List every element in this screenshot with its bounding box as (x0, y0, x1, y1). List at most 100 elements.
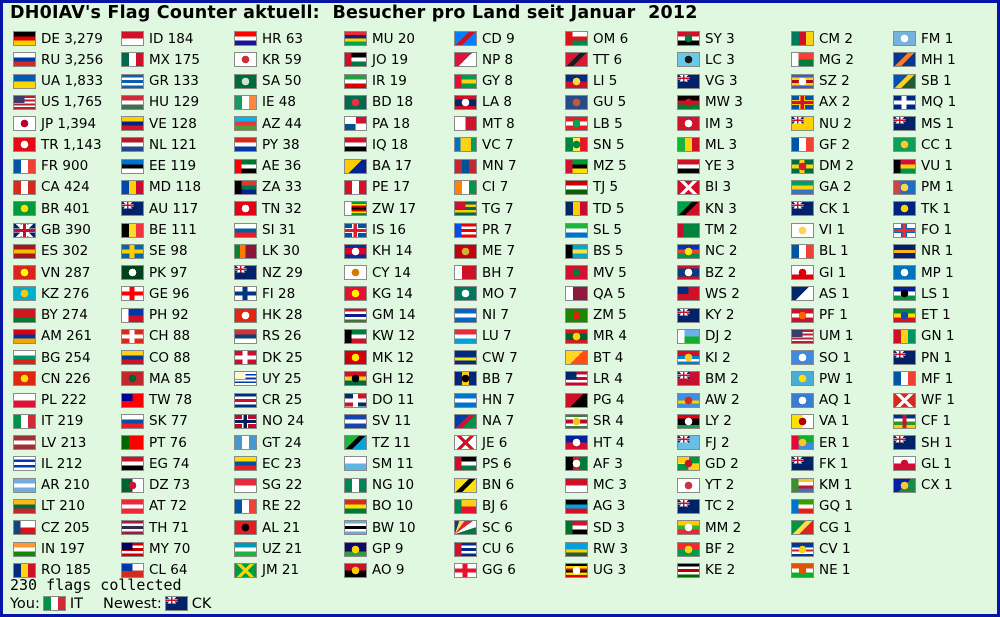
flag-entry-label: CO 88 (149, 349, 191, 366)
es-flag-icon (13, 243, 36, 259)
flag-entry-sk: SK 77 (121, 411, 201, 432)
flag-entry-label: RS 26 (262, 328, 302, 345)
flag-entry-bb: BB 7 (454, 368, 518, 389)
wf-flag-icon (893, 392, 916, 408)
flag-entry-bj: BJ 6 (454, 496, 518, 517)
flag-entry-label: PN 1 (921, 349, 953, 366)
flag-entry-bn: BN 6 (454, 475, 518, 496)
flag-column-8: CM 2 MG 2 SZ 2 AX 2 NU 2 GF 2 DM 2 GA 2 CK 1 VI 1… (791, 28, 854, 581)
flag-entry-ba: BA 17 (344, 156, 416, 177)
flag-entry-wf: WF 1 (893, 390, 956, 411)
flag-entry-label: EE 119 (149, 158, 197, 175)
flag-entry-label: KN 3 (705, 200, 737, 217)
flag-entry-ky: KY 2 (677, 304, 743, 325)
aw-flag-icon (677, 392, 700, 408)
flag-entry-im: IM 3 (677, 113, 743, 134)
flag-entry-label: FO 1 (921, 222, 953, 239)
flag-entry-ru: RU 3,256 (13, 49, 103, 70)
flag-entry-label: DK 25 (262, 349, 303, 366)
flag-entry-sy: SY 3 (677, 28, 743, 49)
flag-entry-gf: GF 2 (791, 134, 854, 155)
dj-flag-icon (677, 328, 700, 344)
flag-entry-label: EC 23 (262, 455, 302, 472)
flag-entry-be: BE 111 (121, 219, 201, 240)
gy-flag-icon (454, 73, 477, 89)
flag-entry-label: LS 1 (921, 285, 950, 302)
flag-entry-lu: LU 7 (454, 326, 518, 347)
flag-entry-label: VU 1 (921, 158, 953, 175)
flag-entry-so: SO 1 (791, 347, 854, 368)
fi-flag-icon (234, 286, 257, 302)
flag-entry-nl: NL 121 (121, 134, 201, 155)
flag-entry-label: GL 1 (921, 455, 952, 472)
flag-entry-sh: SH 1 (893, 432, 956, 453)
flag-entry-gq: GQ 1 (791, 496, 854, 517)
flag-entry-label: KH 14 (372, 243, 413, 260)
flag-entry-label: CI 7 (482, 179, 509, 196)
flag-entry-az: AZ 44 (234, 113, 304, 134)
flag-entry-ga: GA 2 (791, 177, 854, 198)
flag-entry-label: PA 18 (372, 115, 410, 132)
gn-flag-icon (893, 328, 916, 344)
flag-entry-label: MF 1 (921, 370, 954, 387)
flag-entry-label: PF 1 (819, 307, 848, 324)
mq-flag-icon (893, 94, 916, 110)
flag-column-9: FM 1 MH 1 SB 1 MQ 1 MS 1 CC 1 VU 1 PM 1 TK 1 FO 1… (893, 28, 956, 496)
bg-flag-icon (13, 350, 36, 366)
zw-flag-icon (344, 201, 367, 217)
flag-entry-label: CU 6 (482, 541, 515, 557)
flag-entry-label: IN 197 (41, 541, 86, 557)
la-flag-icon (454, 94, 477, 110)
sn-flag-icon (565, 137, 588, 153)
pn-flag-icon (893, 350, 916, 366)
flag-entry-label: MH 1 (921, 51, 956, 68)
tm-flag-icon (677, 222, 700, 238)
jo-flag-icon (344, 52, 367, 68)
br-flag-icon (13, 201, 36, 217)
flag-entry-sc: SC 6 (454, 517, 518, 538)
flag-entry-label: SE 98 (149, 243, 188, 260)
flag-entry-label: AR 210 (41, 477, 90, 494)
sz-flag-icon (791, 73, 814, 89)
at-flag-icon (121, 498, 144, 514)
flag-entry-label: LR 4 (593, 370, 623, 387)
flag-entry-label: AF 3 (593, 455, 623, 472)
flag-entry-label: LC 3 (705, 51, 735, 68)
flag-entry-label: SM 11 (372, 455, 414, 472)
gl-flag-icon (893, 456, 916, 472)
flag-entry-label: BJ 6 (482, 498, 509, 515)
flag-entry-label: CG 1 (819, 519, 852, 536)
flag-entry-la: LA 8 (454, 92, 518, 113)
flag-entry-lc: LC 3 (677, 49, 743, 70)
flag-entry-label: DM 2 (819, 158, 854, 175)
flag-entry-py: PY 38 (234, 134, 304, 155)
flag-entry-mt: MT 8 (454, 113, 518, 134)
pw-flag-icon (791, 371, 814, 387)
flag-entry-label: MO 7 (482, 285, 518, 302)
flag-entry-me: ME 7 (454, 241, 518, 262)
flag-entry-mq: MQ 1 (893, 92, 956, 113)
flag-entry-label: KZ 276 (41, 285, 90, 302)
flag-entry-label: SO 1 (819, 349, 852, 366)
flag-entry-ck: CK 1 (791, 198, 854, 219)
flag-entry-label: HN 7 (482, 392, 516, 409)
gt-flag-icon (234, 435, 257, 451)
flag-entry-hn: HN 7 (454, 390, 518, 411)
flag-entry-label: PG 4 (593, 392, 625, 409)
flag-entry-label: LB 5 (593, 115, 623, 132)
hu-flag-icon (121, 94, 144, 110)
it-flag-icon (13, 413, 36, 429)
flag-entry-label: BO 10 (372, 498, 414, 515)
jp-flag-icon (13, 116, 36, 132)
rs-flag-icon (234, 328, 257, 344)
flag-entry-mn: MN 7 (454, 156, 518, 177)
flag-entry-label: CX 1 (921, 477, 953, 494)
flag-entry-ge: GE 96 (121, 283, 201, 304)
hk-flag-icon (234, 307, 257, 323)
flag-entry-label: NE 1 (819, 562, 851, 579)
sd-flag-icon (565, 520, 588, 536)
flag-entry-label: VG 3 (705, 73, 738, 90)
pa-flag-icon (344, 116, 367, 132)
flag-entry-label: SD 3 (593, 519, 625, 536)
flag-entry-ht: HT 4 (565, 432, 628, 453)
